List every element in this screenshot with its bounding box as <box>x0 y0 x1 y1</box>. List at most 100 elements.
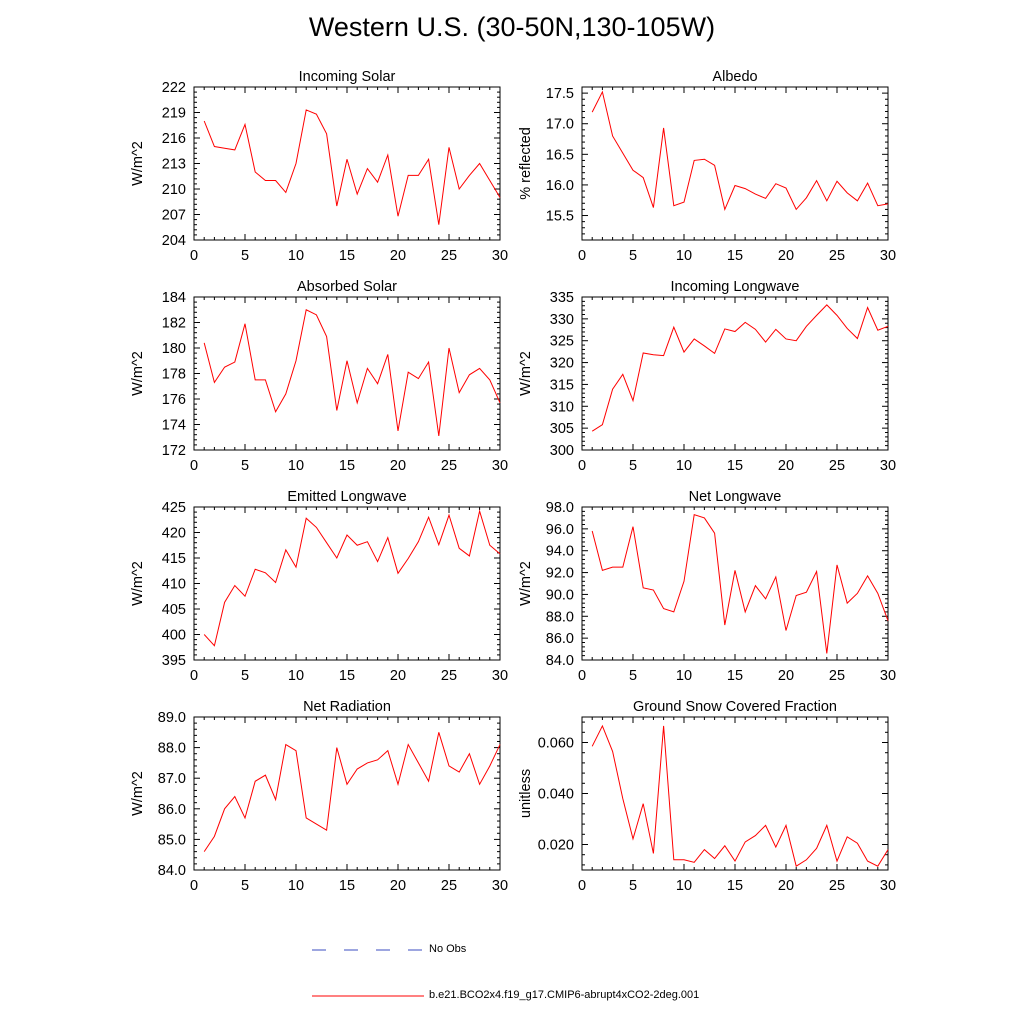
panel-1-series-line <box>203 109 501 225</box>
panel-6-title: Net Longwave <box>689 489 782 505</box>
panel-4-series-line <box>591 304 889 432</box>
panel-8-xtick-label: 10 <box>676 878 692 894</box>
panel-7-xtick-label: 25 <box>441 878 457 894</box>
panel-1-ytick-label: 222 <box>162 80 186 96</box>
panel-5-ytick-label: 415 <box>162 551 186 567</box>
panel-4-ytick-label: 320 <box>550 356 574 372</box>
panel-1-ytick-label: 213 <box>162 157 186 173</box>
panel-3-xtick-label: 25 <box>441 458 457 474</box>
panel-5-ytick-label: 405 <box>162 602 186 618</box>
panel-6-ytick-label: 86.0 <box>546 631 574 647</box>
panel-5-ytick-label: 400 <box>162 628 186 644</box>
panel-3-frame <box>193 296 501 451</box>
panel-4-ytick-label: 330 <box>550 312 574 328</box>
panel-6-xtick-label: 5 <box>629 668 637 684</box>
panel-4-xtick-label: 25 <box>829 458 845 474</box>
panel-5-series-line <box>203 509 501 647</box>
panel-2-ytick-label: 17.5 <box>546 86 574 102</box>
panel-3-xtick-label: 30 <box>492 458 508 474</box>
panel-8-frame <box>581 716 889 871</box>
panel-5-xtick-label: 25 <box>441 668 457 684</box>
panel-6-ytick-label: 84.0 <box>546 653 574 669</box>
panel-3-ylabel: W/m^2 <box>130 351 146 396</box>
panel-3-xtick-label: 20 <box>390 458 406 474</box>
panel-2-ytick-label: 16.5 <box>546 147 574 163</box>
panel-8-xtick-label: 15 <box>727 878 743 894</box>
panel-5-xtick-label: 30 <box>492 668 508 684</box>
panel-7-xtick-label: 20 <box>390 878 406 894</box>
panel-8-ytick-label: 0.040 <box>538 787 574 803</box>
panel-5-xtick-label: 15 <box>339 668 355 684</box>
panel-6-ylabel: W/m^2 <box>518 561 534 606</box>
panel-2-ytick-label: 15.5 <box>546 209 574 225</box>
panel-5-frame <box>193 506 501 661</box>
panel-4-xtick-label: 0 <box>578 458 586 474</box>
panel-5-xtick-label: 10 <box>288 668 304 684</box>
panel-5-xtick-label: 5 <box>241 668 249 684</box>
panel-2-xtick-label: 5 <box>629 248 637 264</box>
panel-7-ytick-label: 89.0 <box>158 710 186 726</box>
panel-2-ylabel: % reflected <box>518 127 534 200</box>
panel-5-ytick-label: 410 <box>162 577 186 593</box>
panel-1-xtick-label: 15 <box>339 248 355 264</box>
panel-8-xtick-label: 5 <box>629 878 637 894</box>
panel-3-ytick-label: 176 <box>162 392 186 408</box>
panel-7-ytick-label: 87.0 <box>158 771 186 787</box>
panel-7-series-line <box>203 732 501 852</box>
panel-2-xtick-label: 25 <box>829 248 845 264</box>
panel-2-xtick-label: 10 <box>676 248 692 264</box>
panel-3-series-line <box>203 309 501 437</box>
panel-5-ytick-label: 395 <box>162 653 186 669</box>
panel-4-ytick-label: 305 <box>550 421 574 437</box>
panel-5-ylabel: W/m^2 <box>130 561 146 606</box>
panel-3-ytick-label: 174 <box>162 418 186 434</box>
panel-5-xtick-label: 20 <box>390 668 406 684</box>
panel-2-title: Albedo <box>712 69 757 85</box>
panel-5-xtick-label: 0 <box>190 668 198 684</box>
panel-2-frame <box>581 86 889 241</box>
panel-4-xtick-label: 20 <box>778 458 794 474</box>
panel-6-xtick-label: 15 <box>727 668 743 684</box>
panel-7-frame <box>193 716 501 871</box>
panel-8-xtick-label: 20 <box>778 878 794 894</box>
panel-8-xtick-label: 25 <box>829 878 845 894</box>
panel-7-xtick-label: 30 <box>492 878 508 894</box>
panel-2-xtick-label: 30 <box>880 248 896 264</box>
panel-3-ytick-label: 182 <box>162 316 186 332</box>
panel-8-xtick-label: 0 <box>578 878 586 894</box>
panel-2-xtick-label: 15 <box>727 248 743 264</box>
panel-4-ylabel: W/m^2 <box>518 351 534 396</box>
panel-1-xtick-label: 20 <box>390 248 406 264</box>
panel-7-xtick-label: 15 <box>339 878 355 894</box>
panel-3-ytick-label: 180 <box>162 341 186 357</box>
panel-3-xtick-label: 15 <box>339 458 355 474</box>
panel-4-ytick-label: 325 <box>550 334 574 350</box>
panel-8-ytick-label: 0.060 <box>538 736 574 752</box>
panel-8-series-line <box>591 724 889 867</box>
main-title: Western U.S. (30-50N,130-105W) <box>308 12 716 42</box>
panel-2-ytick-label: 16.0 <box>546 178 574 194</box>
panel-2-xtick-label: 20 <box>778 248 794 264</box>
panel-6-ytick-label: 92.0 <box>546 566 574 582</box>
panel-6-ytick-label: 98.0 <box>546 500 574 516</box>
panel-5-title: Emitted Longwave <box>287 489 406 505</box>
panel-1-frame <box>193 86 501 241</box>
panel-1-title: Incoming Solar <box>299 69 396 85</box>
panel-3-ytick-label: 178 <box>162 367 186 383</box>
panel-6-series-line <box>591 513 889 654</box>
panel-1-xtick-label: 25 <box>441 248 457 264</box>
panel-6-ytick-label: 94.0 <box>546 544 574 560</box>
panel-4-xtick-label: 30 <box>880 458 896 474</box>
panel-8-ytick-label: 0.020 <box>538 838 574 854</box>
panel-7-ytick-label: 88.0 <box>158 741 186 757</box>
panel-1-ytick-label: 210 <box>162 182 186 198</box>
panel-2-series-line <box>591 90 889 212</box>
panel-1-xtick-label: 10 <box>288 248 304 264</box>
panel-7-ytick-label: 84.0 <box>158 863 186 879</box>
panel-6-ytick-label: 88.0 <box>546 609 574 625</box>
panel-8-xtick-label: 30 <box>880 878 896 894</box>
panel-3-title: Absorbed Solar <box>297 279 397 295</box>
panel-4-ytick-label: 315 <box>550 377 574 393</box>
panel-6-xtick-label: 20 <box>778 668 794 684</box>
panel-4-frame <box>581 296 889 451</box>
